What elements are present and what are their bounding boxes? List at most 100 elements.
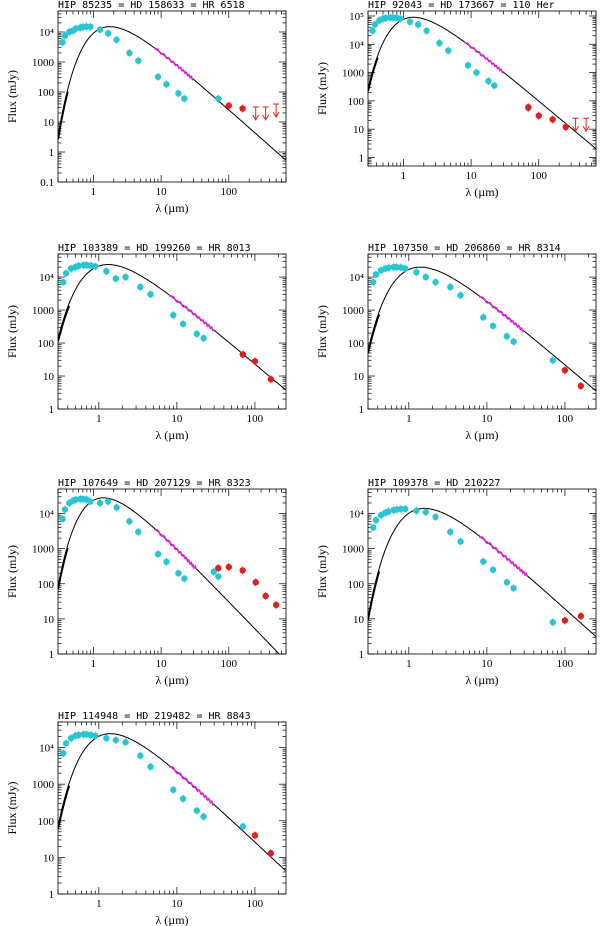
panel-title: HIP 85235 = HD 158633 = HR 6518 [58, 0, 245, 11]
x-tick-label: 1 [401, 170, 407, 182]
data-point [413, 507, 420, 514]
upper-limit-head [252, 114, 260, 121]
y-tick-label: 10⁴ [349, 39, 364, 51]
plot-frame [367, 253, 597, 410]
data-point [122, 273, 129, 281]
data-point [113, 36, 120, 43]
data-point [75, 262, 82, 269]
data-point [179, 320, 187, 328]
irs-spectrum-line [464, 42, 504, 74]
plot-area [368, 504, 596, 637]
data-point [510, 338, 517, 345]
data-point [252, 579, 259, 586]
x-tick-label: 10 [171, 898, 183, 910]
y-tick-label: 1000 [342, 305, 365, 317]
x-tick-label: 1 [96, 413, 102, 425]
data-point [137, 752, 144, 759]
y-tick-label: 1000 [342, 544, 365, 556]
data-point [87, 498, 94, 505]
x-tick-label: 100 [221, 658, 238, 670]
data-point [137, 283, 144, 291]
data-point [147, 763, 154, 770]
data-point [239, 823, 247, 830]
data-point [397, 15, 404, 22]
data-point [372, 516, 380, 524]
photosphere-model-line [368, 16, 596, 149]
data-point [170, 786, 177, 794]
y-tick-label: 1 [359, 152, 365, 164]
plot-area [368, 13, 596, 149]
upper-limit-head [272, 111, 280, 119]
data-point [135, 528, 142, 536]
data-point [126, 518, 133, 525]
data-point [239, 351, 247, 358]
data-point [62, 270, 70, 277]
data-point [397, 505, 405, 513]
data-point [561, 617, 569, 624]
x-tick-label: 10 [156, 658, 168, 670]
x-tick-label: 1 [406, 658, 412, 670]
plot-frame [57, 488, 287, 655]
data-point [62, 740, 70, 747]
upper-limit-head [262, 114, 270, 121]
data-point [422, 508, 429, 516]
data-point [96, 26, 104, 33]
y-tick-label: 100 [348, 96, 365, 108]
data-point [225, 102, 232, 109]
data-point [385, 508, 392, 515]
data-point [215, 95, 222, 102]
y-tick-label: 100 [38, 338, 55, 350]
y-tick-label: 1000 [32, 305, 55, 317]
optical-spectrum-line [58, 547, 69, 590]
data-point [225, 563, 232, 571]
data-point [413, 269, 420, 276]
y-tick-label: 100 [38, 579, 55, 591]
data-point [436, 39, 443, 47]
x-tick-label: 1 [96, 898, 102, 910]
data-point [406, 18, 414, 26]
y-axis-label: Flux (mJy) [5, 70, 19, 123]
data-point [61, 506, 69, 513]
data-point [112, 736, 119, 744]
y-tick-label: 10⁴ [39, 272, 54, 284]
irs-spectrum-line [479, 296, 525, 333]
data-point [370, 524, 377, 531]
data-point [87, 23, 94, 30]
panel-title: HIP 109378 = HD 210227 [368, 478, 500, 489]
data-point [372, 271, 380, 278]
x-tick-label: 1 [91, 658, 97, 670]
data-point [154, 73, 162, 81]
data-point [200, 813, 207, 820]
data-point [489, 322, 497, 330]
plot-frame [367, 488, 597, 655]
data-point [491, 82, 498, 89]
sed-panel-1: HIP 85235 = HD 158633 = HR 6518 1 10 100 0.1… [5, 0, 287, 215]
data-point [135, 57, 142, 64]
data-point [485, 77, 492, 85]
data-point [147, 291, 154, 298]
x-axis-label: λ (µm) [465, 673, 498, 687]
photosphere-model-line [58, 264, 286, 391]
data-point [402, 505, 409, 513]
y-axis-label: Flux (mJy) [315, 305, 329, 358]
data-point [480, 314, 487, 321]
y-axis-label: Flux (mJy) [315, 545, 329, 598]
data-point [59, 39, 66, 46]
y-tick-label: 10 [43, 614, 55, 626]
data-point [457, 538, 464, 545]
plot-frame [367, 10, 597, 167]
data-point [104, 498, 112, 505]
y-tick-label: 10⁴ [39, 509, 54, 521]
upper-limit-head [582, 125, 590, 133]
y-tick-label: 1 [359, 404, 365, 416]
data-point [59, 515, 66, 523]
data-point [370, 278, 377, 286]
data-point [577, 382, 585, 390]
data-point [103, 735, 110, 742]
x-axis-label: λ (µm) [465, 185, 498, 199]
data-point [272, 601, 280, 609]
photosphere-model-line [58, 733, 286, 871]
data-point [181, 575, 188, 582]
plot-area [58, 261, 286, 391]
